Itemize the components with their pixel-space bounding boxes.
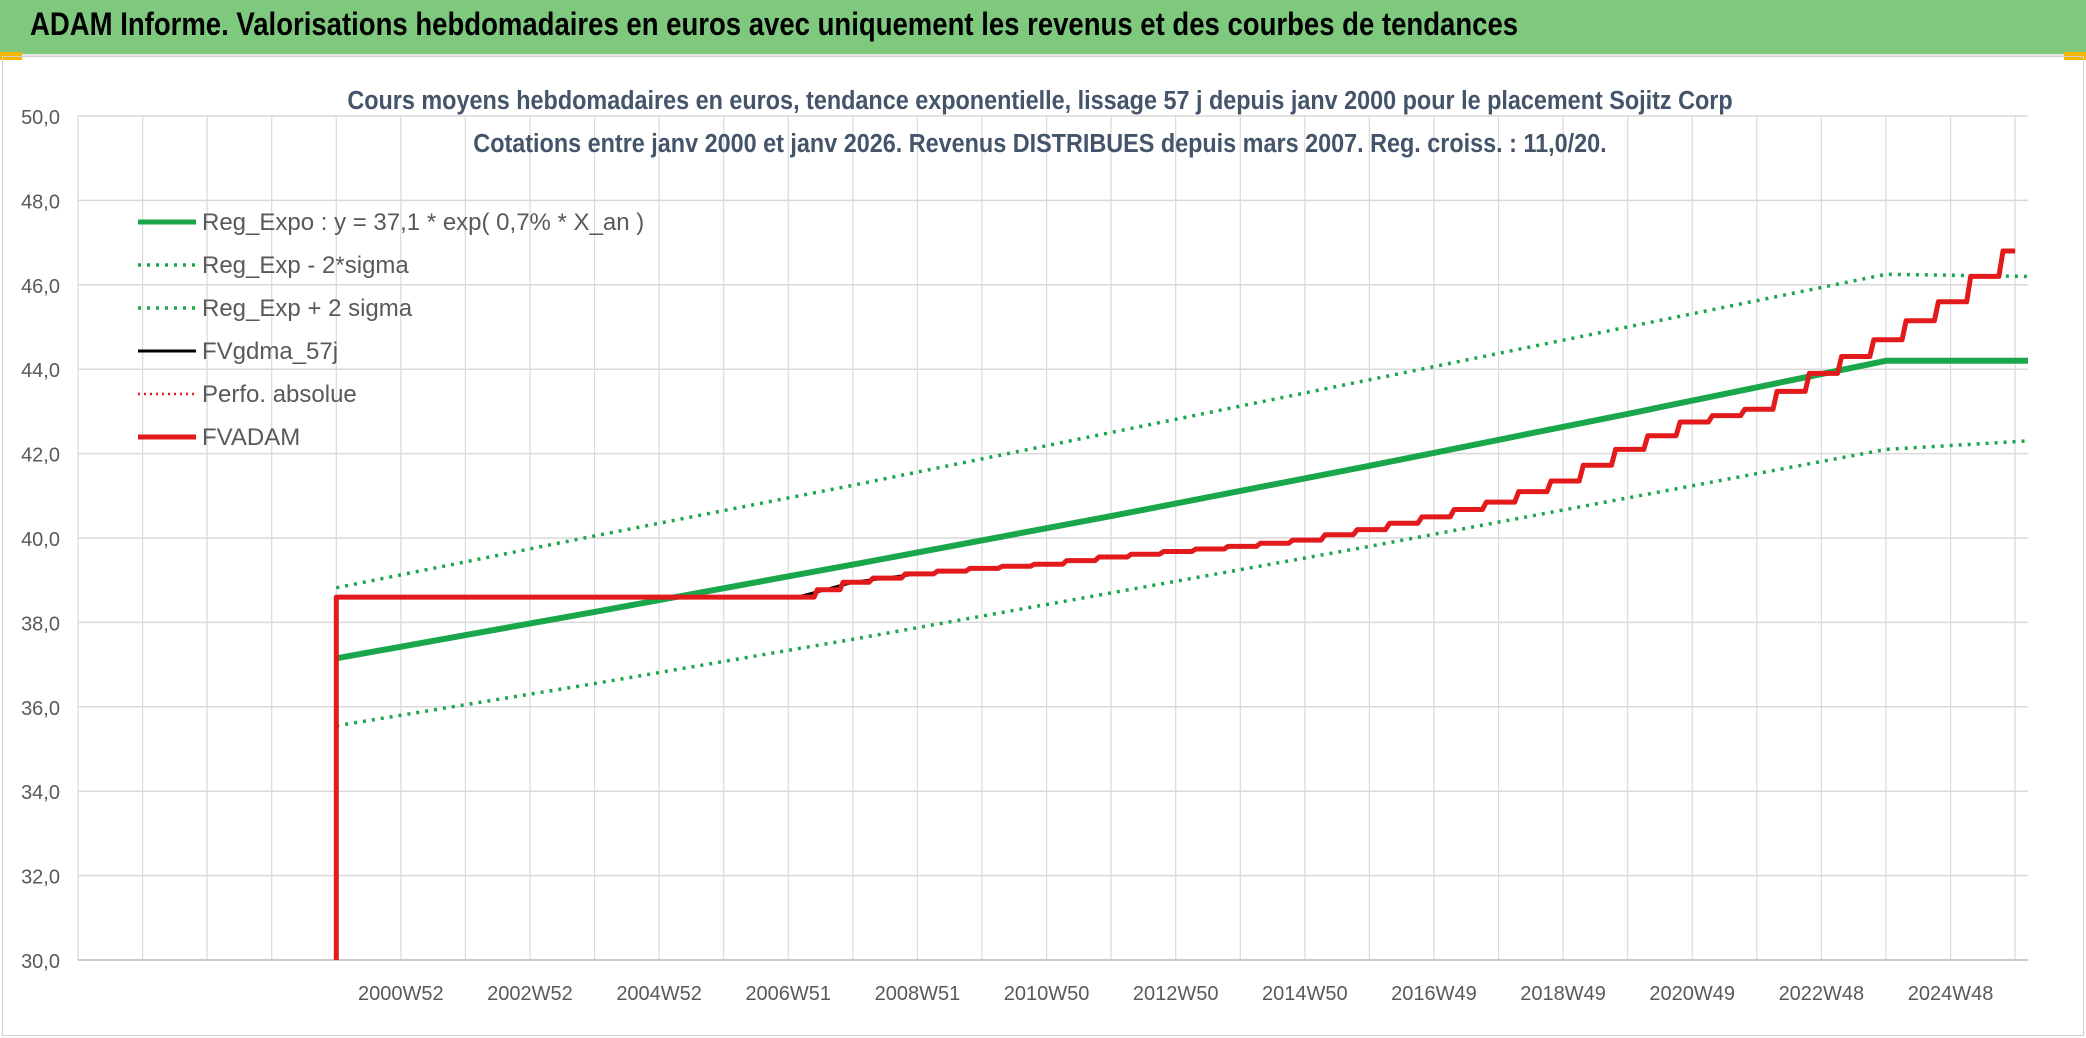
header-title: ADAM Informe. Valorisations hebdomadaire… bbox=[30, 6, 1519, 42]
y-tick-label: 36,0 bbox=[21, 698, 60, 720]
x-tick-labels: 2000W52 2002W52 2004W52 2006W51 2008W51 2010W… bbox=[358, 983, 1993, 1005]
x-tick-label: 2006W51 bbox=[745, 983, 831, 1005]
x-tick-label: 2014W50 bbox=[1262, 983, 1348, 1005]
y-tick-label: 30,0 bbox=[21, 951, 60, 973]
series-line-2 bbox=[336, 439, 2029, 728]
chart-frame bbox=[2, 56, 2084, 1036]
series-layer bbox=[333, 248, 2029, 960]
x-tick-label: 2000W52 bbox=[358, 983, 444, 1005]
x-tick-label: 2024W48 bbox=[1908, 983, 1994, 1005]
legend-label: Reg_Exp - 2*sigma bbox=[202, 252, 409, 279]
series-line-3 bbox=[335, 272, 2029, 590]
legend-label: FVgdma_57j bbox=[202, 338, 338, 365]
y-tick-label: 34,0 bbox=[21, 782, 60, 804]
x-tick-label: 2016W49 bbox=[1391, 983, 1477, 1005]
x-tick-label: 2010W50 bbox=[1004, 983, 1090, 1005]
x-tick-label: 2018W49 bbox=[1520, 983, 1606, 1005]
y-tick-label: 40,0 bbox=[21, 529, 60, 551]
y-tick-label: 46,0 bbox=[21, 276, 60, 298]
y-tick-label: 44,0 bbox=[21, 360, 60, 382]
legend-label: Perfo. absolue bbox=[202, 381, 357, 408]
x-tick-label: 2004W52 bbox=[616, 983, 702, 1005]
y-tick-label: 42,0 bbox=[21, 445, 60, 467]
legend-label: Reg_Exp + 2 sigma bbox=[202, 295, 413, 322]
y-tick-label: 48,0 bbox=[21, 191, 60, 213]
x-tick-label: 2022W48 bbox=[1779, 983, 1865, 1005]
x-tick-label: 2002W52 bbox=[487, 983, 573, 1005]
legend: Reg_Expo : y = 37,1 * exp( 0,7% * X_an )… bbox=[138, 209, 644, 451]
legend-label: Reg_Expo : y = 37,1 * exp( 0,7% * X_an ) bbox=[202, 209, 644, 236]
y-tick-labels: 30,0 32,0 34,0 36,0 38,0 40,0 42,0 44,0 46,0 48,0… bbox=[21, 107, 60, 973]
y-tick-label: 32,0 bbox=[21, 867, 60, 889]
x-tick-label: 2008W51 bbox=[875, 983, 961, 1005]
chart-subtitle: Cotations entre janv 2000 et janv 2026. … bbox=[473, 130, 1606, 158]
chart-title: Cours moyens hebdomadaires en euros, ten… bbox=[347, 87, 1732, 115]
series-line-6 bbox=[333, 248, 2016, 960]
series-line-1 bbox=[335, 357, 2028, 662]
legend-label: FVADAM bbox=[202, 424, 300, 451]
header-bar: ADAM Informe. Valorisations hebdomadaire… bbox=[0, 0, 2086, 56]
y-tick-label: 38,0 bbox=[21, 613, 60, 635]
y-tick-label: 50,0 bbox=[21, 107, 60, 129]
x-tick-label: 2020W49 bbox=[1649, 983, 1735, 1005]
grid-layer bbox=[77, 115, 2028, 961]
x-tick-label: 2012W50 bbox=[1133, 983, 1219, 1005]
series-line-4 bbox=[800, 249, 2016, 598]
